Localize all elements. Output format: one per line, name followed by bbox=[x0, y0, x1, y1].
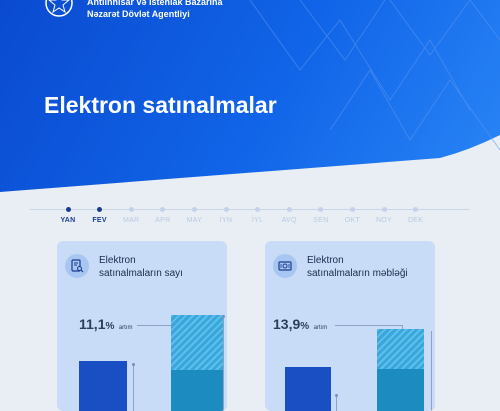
timeline-dot bbox=[223, 207, 229, 212]
card-title-line-1: Elektron bbox=[99, 255, 136, 266]
timeline-month-label: İYL bbox=[251, 217, 264, 224]
agency-name: Antiinhisar və İstehlak Bazarına Nəzarət… bbox=[87, 0, 223, 20]
timeline-month-label: FEV bbox=[92, 217, 107, 224]
timeline-month-label: MAR bbox=[122, 217, 140, 224]
agency-line-1: Antiinhisar və İstehlak Bazarına bbox=[87, 0, 223, 7]
timeline-month[interactable]: YAN bbox=[48, 203, 88, 224]
timeline-month-label: APR bbox=[155, 217, 171, 224]
timeline-month[interactable]: AVQ bbox=[269, 203, 309, 224]
timeline-line bbox=[30, 209, 470, 210]
card-purchase-count: Elektron satınalmaların sayı 11,1% artım bbox=[57, 241, 227, 411]
growth-percent-sign: % bbox=[300, 321, 310, 332]
timeline-dot bbox=[349, 207, 355, 212]
growth-label: 11,1% artım bbox=[79, 316, 133, 334]
bar-current-bracket bbox=[223, 318, 224, 411]
timeline-month-label: YAN bbox=[60, 217, 76, 224]
timeline-month[interactable]: İYN bbox=[206, 203, 246, 224]
bar-previous-bracket bbox=[133, 365, 134, 411]
timeline-month[interactable]: APR bbox=[143, 203, 183, 224]
timeline-dot bbox=[160, 207, 166, 212]
timeline-month[interactable]: DEK bbox=[396, 203, 436, 224]
document-search-icon bbox=[71, 259, 84, 273]
timeline-dot bbox=[413, 207, 419, 212]
timeline-month[interactable]: MAR bbox=[111, 203, 151, 224]
growth-label: 13,9% artım bbox=[273, 316, 327, 334]
agency-line-2: Nəzarət Dövlət Agentliyi bbox=[87, 9, 190, 19]
timeline-dot bbox=[191, 207, 197, 212]
timeline-dot bbox=[128, 207, 134, 212]
timeline-dot bbox=[286, 207, 292, 212]
card-title: Elektron satınalmaların məbləği bbox=[307, 254, 408, 280]
bar-previous bbox=[285, 367, 331, 411]
growth-word: artım bbox=[313, 325, 328, 331]
timeline-month-label: SEN bbox=[313, 217, 329, 224]
timeline-month-label: OKT bbox=[344, 217, 361, 224]
document-search-icon-badge bbox=[65, 254, 89, 278]
growth-leader-line bbox=[335, 325, 403, 326]
timeline-month-label: AVQ bbox=[281, 217, 297, 224]
growth-word: artım bbox=[118, 325, 133, 331]
bracket-tick bbox=[222, 315, 225, 318]
bar-current bbox=[377, 369, 424, 411]
growth-percent-sign: % bbox=[105, 321, 115, 332]
timeline-month[interactable]: MAY bbox=[174, 203, 214, 224]
money-icon bbox=[278, 261, 292, 271]
card-title-line-2: satınalmaların sayı bbox=[99, 268, 183, 279]
header-banner: Antiinhisar və İstehlak Bazarına Nəzarət… bbox=[0, 0, 500, 192]
timeline-dot bbox=[97, 207, 103, 212]
agency-emblem-icon bbox=[45, 0, 73, 17]
timeline-dot bbox=[65, 207, 71, 212]
page-title: Elektron satınalmalar bbox=[44, 92, 277, 118]
bracket-tick bbox=[335, 394, 338, 397]
bar-growth-hatched bbox=[377, 329, 424, 369]
growth-leader-line bbox=[137, 325, 171, 326]
timeline-dot bbox=[255, 207, 261, 212]
timeline-month[interactable]: SEN bbox=[301, 203, 341, 224]
background-pattern bbox=[0, 0, 500, 192]
timeline-dot bbox=[318, 207, 324, 212]
growth-value: 13,9 bbox=[273, 316, 301, 332]
bar-current-bracket bbox=[431, 331, 432, 411]
timeline-month[interactable]: FEV bbox=[80, 203, 120, 224]
bracket-tick bbox=[132, 363, 135, 366]
timeline-month-label: NOY bbox=[375, 217, 393, 224]
card-title: Elektron satınalmaların sayı bbox=[99, 254, 183, 280]
bar-growth-hatched bbox=[171, 315, 223, 370]
timeline-month[interactable]: NOY bbox=[364, 203, 404, 224]
card-title-line-2: satınalmaların məbləği bbox=[307, 268, 408, 279]
month-timeline: YAN FEV MAR APR MAY İYN İYL AVQ SEN OKT NOY DEK bbox=[30, 203, 470, 227]
timeline-month-label: İYN bbox=[219, 217, 233, 224]
bar-previous bbox=[79, 361, 127, 411]
bar-previous-bracket bbox=[336, 396, 337, 411]
timeline-month-label: DEK bbox=[407, 217, 424, 224]
card-purchase-amount: Elektron satınalmaların məbləği 13,9% ar… bbox=[265, 241, 435, 411]
timeline-dot bbox=[381, 207, 387, 212]
timeline-month[interactable]: İYL bbox=[238, 203, 278, 224]
bar-current bbox=[171, 370, 223, 411]
timeline-month[interactable]: OKT bbox=[332, 203, 372, 224]
growth-value: 11,1 bbox=[79, 316, 106, 332]
money-icon-badge bbox=[273, 254, 297, 278]
card-title-line-1: Elektron bbox=[307, 255, 344, 266]
timeline-month-label: MAY bbox=[186, 217, 203, 224]
